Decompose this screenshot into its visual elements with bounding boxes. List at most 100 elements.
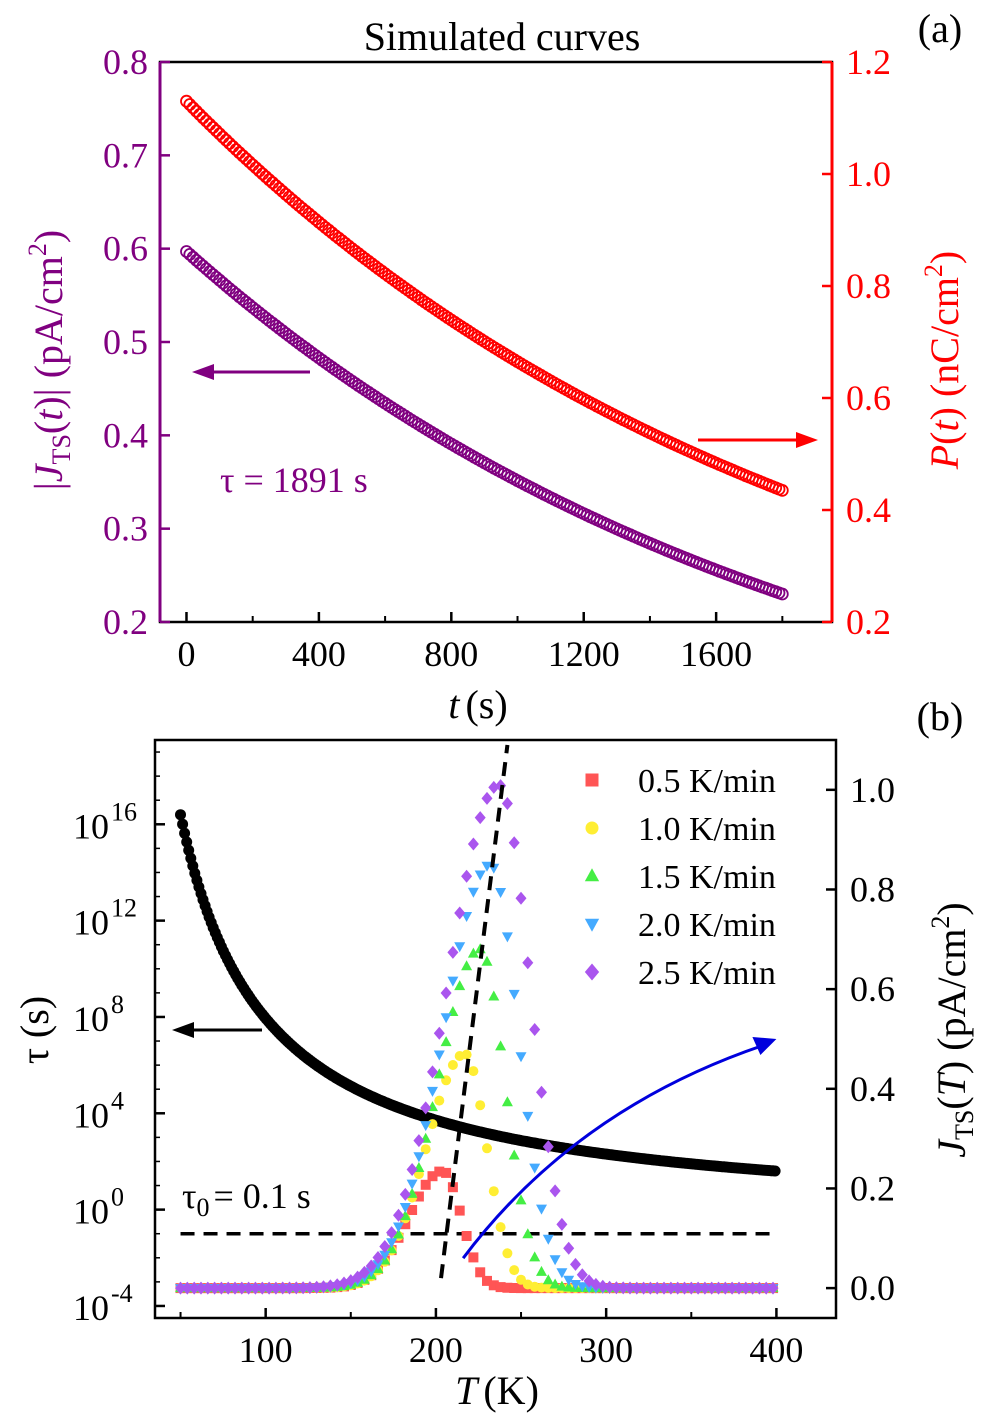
left-y-tick-label: 0.5 <box>103 322 148 362</box>
data-point <box>266 176 280 190</box>
x-tick-label: 800 <box>424 634 478 674</box>
panel-a-axis-arrows <box>192 364 818 448</box>
tsc-point <box>563 1281 575 1292</box>
data-point <box>209 124 223 138</box>
b-right-unit-sup: 2 <box>926 916 955 929</box>
tsc-point <box>536 1204 547 1215</box>
tsc-point <box>420 1121 432 1132</box>
b-right-tick-label: 0.8 <box>850 869 895 909</box>
b-left-tick-label: 10 <box>73 903 109 943</box>
b-x-tick-label: 300 <box>579 1330 633 1370</box>
tsc-point <box>542 1234 554 1245</box>
b-T-variable: T <box>929 1071 974 1096</box>
tau0-rest: = 0.1 s <box>213 1176 310 1216</box>
tsc-point <box>372 1251 384 1264</box>
panel-a-ticks: 0 400 800 1200 1600 0.2 0.3 0.4 0.5 0.6 0.7 0.8 0.2 0… <box>103 42 891 674</box>
panel-b-data-layer <box>175 744 781 1295</box>
tsc-point <box>699 1281 711 1295</box>
tsc-point <box>631 1281 643 1295</box>
tsc-point <box>202 1281 214 1295</box>
abs-bar-open: | <box>26 482 71 490</box>
legend-marker <box>584 918 600 932</box>
right-unit-close: ) <box>922 251 967 264</box>
tsc-point <box>556 1217 568 1231</box>
tsc-point <box>509 1265 520 1276</box>
tsc-point <box>542 1140 554 1154</box>
panel-a-x-label: t (s) <box>448 682 507 727</box>
b-left-tick-label: 10 <box>73 1288 109 1328</box>
panel-b-left-y-label: τ (s) <box>12 996 57 1064</box>
tsc-point <box>692 1281 704 1295</box>
right-y-tick-label: 0.8 <box>846 266 891 306</box>
legend-label: 2.0 K/min <box>638 907 776 944</box>
tsc-point <box>529 1251 541 1262</box>
tau0-subscript: 0 <box>196 1193 209 1222</box>
tsc-point <box>447 1060 458 1070</box>
tsc-point <box>597 1279 609 1293</box>
tsc-point <box>740 1281 752 1295</box>
x-tick-label: 1200 <box>548 634 620 674</box>
tsc-point <box>406 1179 418 1190</box>
data-point <box>189 104 203 118</box>
data-point <box>242 155 256 169</box>
data-point <box>183 98 197 111</box>
b-left-tick-exponent: 16 <box>111 797 137 826</box>
tsc-point <box>481 791 493 805</box>
data-point <box>775 483 789 497</box>
tsc-point <box>188 1281 200 1295</box>
legend-label: 1.0 K/min <box>638 811 776 848</box>
data-point <box>775 587 789 601</box>
blue-arrow-curve <box>461 1043 765 1260</box>
data-point <box>186 101 200 115</box>
data-point <box>256 167 270 181</box>
tsc-point <box>379 1250 391 1261</box>
data-point <box>229 143 243 157</box>
panel-b-right-y-label: JTS(T) (pA/cm2) <box>926 902 979 1158</box>
tsc-point <box>495 1222 506 1233</box>
tsc-point <box>413 1134 425 1148</box>
tau-curve <box>175 809 781 1177</box>
tsc-point <box>447 1182 458 1193</box>
b-left-tick-exponent: 4 <box>111 1086 124 1115</box>
tsc-point <box>604 1280 616 1294</box>
series-current-density <box>180 245 789 601</box>
tsc-point <box>515 1052 527 1063</box>
tsc-point <box>311 1280 323 1294</box>
data-point <box>249 161 263 175</box>
b-right-tick-label: 0.6 <box>850 969 895 1009</box>
tsc-point <box>468 1066 479 1077</box>
right-axis-arrowhead <box>796 432 818 448</box>
data-point <box>219 133 233 147</box>
tsc-point <box>495 888 507 898</box>
tsc-point <box>263 1281 275 1295</box>
tau-point <box>175 809 186 821</box>
x-tick-label: 0 <box>177 634 195 674</box>
tsc-point <box>324 1279 336 1293</box>
tsc-point <box>461 1049 472 1060</box>
data-point <box>216 130 230 144</box>
tsc-point <box>760 1281 772 1295</box>
left-y-tick-label: 0.2 <box>103 602 148 642</box>
tsc-point <box>243 1281 255 1295</box>
tsc-point <box>753 1281 765 1295</box>
b-ts-subscript: TS <box>950 1110 979 1140</box>
tsc-point <box>536 1265 547 1276</box>
tsc-point <box>542 1274 554 1285</box>
data-point <box>246 158 260 172</box>
tsc-point <box>461 960 473 971</box>
tsc-point <box>454 1205 465 1216</box>
tau0-symbol: τ <box>182 1176 196 1216</box>
tsc-point <box>440 1013 452 1024</box>
right-y-tick-label: 1.0 <box>846 154 891 194</box>
tsc-point <box>549 1184 561 1198</box>
panel-a-right-y-label: P(t) (nC/cm2) <box>919 251 967 471</box>
tsc-point <box>563 1275 575 1286</box>
tsc-point <box>461 1231 472 1241</box>
tsc-point <box>215 1281 227 1295</box>
tsc-point <box>556 1268 568 1279</box>
tsc-point <box>440 1036 452 1047</box>
tsc-point <box>270 1281 282 1295</box>
left-y-tick-label: 0.6 <box>103 229 148 269</box>
tsc-point <box>549 1278 561 1289</box>
